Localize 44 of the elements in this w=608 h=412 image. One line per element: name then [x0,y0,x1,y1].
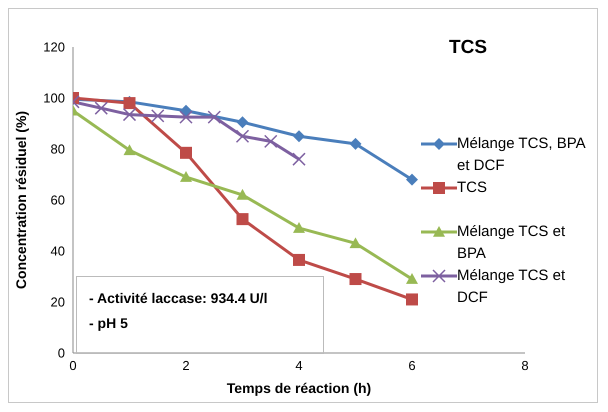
legend-label: Mélange TCS et BPA [457,222,566,264]
y-tick-label: 120 [43,40,65,55]
x-tick-label: 4 [295,358,303,374]
point [293,222,305,233]
point [350,138,362,150]
y-tick-label: 20 [50,294,65,310]
legend-label: TCS [457,178,487,198]
point [179,110,193,124]
point [350,237,362,248]
x-tick-label: 8 [521,358,529,374]
point [406,293,418,306]
point [122,108,136,122]
annotation: - Activité laccase: 934.4 U/l [89,289,268,308]
x-tick-label: 2 [182,358,190,374]
legend-label: Mélange TCS, BPA et DCF [457,134,586,176]
point [406,174,418,186]
point [236,188,248,200]
point [292,152,306,166]
point [124,144,136,156]
y-tick-label: 80 [50,142,65,157]
x-axis-title: Temps de réaction (h) [226,380,372,396]
annotation: - pH 5 [89,314,129,333]
y-tick-label: 60 [50,192,65,208]
point [180,146,192,159]
x-tick-label: 0 [69,358,77,374]
point [406,273,418,284]
point [208,110,221,124]
y-axis-title: Concentration résiduel (%) [12,110,29,290]
point [236,116,248,128]
point [180,171,192,182]
point [151,109,164,123]
point [236,213,248,226]
point [236,130,250,143]
point [264,134,278,148]
y-tick-label: 40 [50,244,65,259]
legend-label: Mélange TCS et DCF [457,266,566,308]
chart-title: TCS [449,37,487,59]
y-tick-label: 100 [43,90,65,106]
point [94,101,108,115]
x-tick-label: 6 [408,358,416,374]
point [293,254,305,266]
point [350,273,362,286]
y-tick-label: 0 [58,346,65,361]
point [293,130,305,142]
